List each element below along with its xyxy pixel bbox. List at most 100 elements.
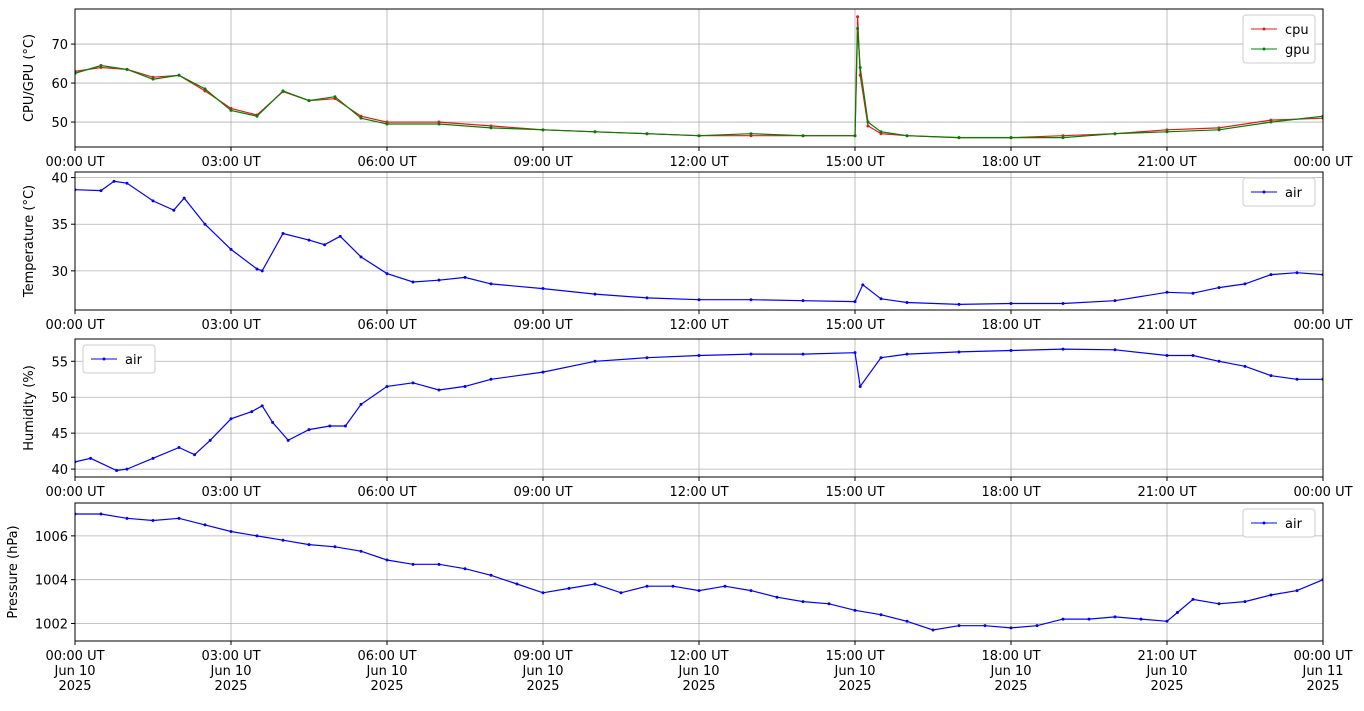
data-point [307, 543, 311, 547]
y-axis-label: Humidity (%) [22, 365, 37, 451]
x-tick-label: 06:00 UT Jun 10 2025 [357, 649, 416, 694]
data-point [645, 584, 649, 588]
data-point [879, 130, 883, 134]
y-tick-label: 70 [51, 38, 68, 53]
data-point [125, 516, 129, 520]
data-point [411, 562, 415, 566]
plot-frame [74, 502, 1324, 642]
data-point [203, 523, 207, 527]
data-point [957, 302, 961, 306]
data-point [749, 132, 753, 136]
data-point [89, 456, 93, 460]
legend-box [1242, 177, 1316, 207]
data-point [99, 512, 103, 516]
data-point [307, 99, 311, 103]
data-point [437, 562, 441, 566]
data-point [1009, 626, 1013, 630]
data-point [281, 232, 285, 236]
data-point [697, 134, 701, 138]
data-point [489, 126, 493, 130]
data-point [1217, 602, 1221, 606]
legend-label: air [1285, 517, 1303, 532]
data-point [333, 95, 337, 99]
data-point [853, 608, 857, 612]
data-point [411, 381, 415, 385]
y-axis-label: CPU/GPU (°C) [22, 34, 37, 122]
data-point [177, 446, 181, 450]
data-point [437, 278, 441, 282]
data-point [229, 247, 233, 251]
x-tick-label: 06:00 UT [357, 318, 416, 333]
x-tick-label: 00:00 UT [45, 318, 104, 333]
data-point [281, 89, 285, 93]
x-tick-label: 15:00 UT [825, 485, 884, 500]
data-point [1269, 593, 1273, 597]
data-point [489, 377, 493, 381]
data-point [328, 424, 332, 428]
data-point [697, 298, 701, 302]
legend-label: cpu [1285, 23, 1309, 38]
data-point [541, 128, 545, 132]
y-tick-label: 40 [51, 172, 68, 187]
data-point [801, 600, 805, 604]
data-point [801, 134, 805, 138]
x-tick-label: 21:00 UT [1137, 318, 1196, 333]
data-point [125, 181, 129, 185]
x-tick-label: 00:00 UT [1293, 318, 1352, 333]
data-point [99, 189, 103, 193]
data-point [125, 67, 129, 71]
data-point [1217, 286, 1221, 290]
data-point [515, 582, 519, 586]
data-point [1295, 377, 1299, 381]
data-point [645, 296, 649, 300]
legend-marker [1262, 521, 1266, 525]
data-point [463, 275, 467, 279]
data-point [697, 354, 701, 358]
data-point [905, 301, 909, 305]
data-point [827, 602, 831, 606]
data-point [385, 384, 389, 388]
data-point [463, 384, 467, 388]
y-axis-label: Temperature (°C) [22, 185, 37, 298]
x-tick-label: 12:00 UT Jun 10 2025 [669, 649, 728, 694]
data-point [593, 292, 597, 296]
data-point [905, 134, 909, 138]
data-point [1165, 619, 1169, 623]
data-point [359, 255, 363, 259]
x-tick-label: 00:00 UT [1293, 485, 1352, 500]
data-point [866, 120, 870, 124]
data-point [255, 267, 259, 271]
data-point [437, 388, 441, 392]
data-point [1113, 299, 1117, 303]
data-line [75, 513, 1323, 631]
data-point [1061, 347, 1065, 351]
data-point [385, 122, 389, 126]
data-point [307, 238, 311, 242]
y-tick-label: 45 [51, 427, 68, 442]
data-point [193, 453, 197, 457]
y-tick-label: 40 [51, 463, 68, 478]
legend-box [1242, 14, 1316, 64]
x-tick-label: 18:00 UT Jun 10 2025 [981, 649, 1040, 694]
data-point [208, 438, 212, 442]
data-point [151, 456, 155, 460]
y-tick-label: 50 [51, 391, 68, 406]
data-point [338, 234, 342, 238]
data-point [229, 417, 233, 421]
data-point [151, 199, 155, 203]
data-point [879, 613, 883, 617]
data-point [593, 130, 597, 134]
plot-frame [74, 8, 1324, 148]
data-point [359, 402, 363, 406]
data-point [775, 595, 779, 599]
data-point [1113, 348, 1117, 352]
data-point [853, 351, 857, 355]
data-point [645, 132, 649, 136]
data-point [858, 384, 862, 388]
x-tick-label: 03:00 UT [201, 485, 260, 500]
data-point [260, 404, 264, 408]
data-point [1061, 617, 1065, 621]
legend-marker [1262, 47, 1266, 51]
data-point [856, 26, 860, 30]
